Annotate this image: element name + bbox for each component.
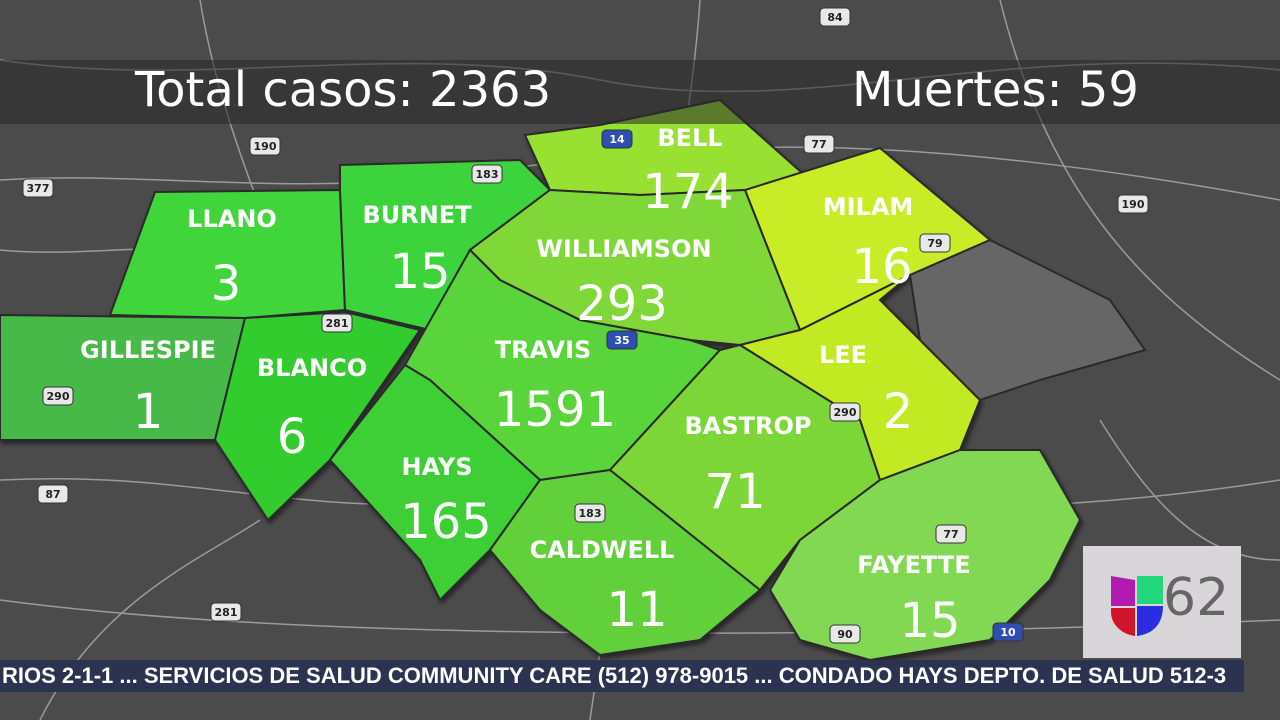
- highway-number: 290: [834, 406, 857, 419]
- highway-shield-icon: [22, 178, 54, 198]
- highway-shield-10: 10: [992, 622, 1024, 642]
- highway-shield-icon: [42, 386, 74, 406]
- highway-shield-icon: [819, 7, 851, 27]
- county-count-lee: 2: [883, 384, 914, 440]
- highway-number: 87: [45, 488, 60, 501]
- highway-shield-77: 77: [803, 134, 835, 154]
- highway-number: 35: [614, 334, 629, 347]
- highway-shield-icon: [249, 136, 281, 156]
- county-count-llano: 3: [211, 256, 242, 312]
- highway-number: 190: [254, 140, 277, 153]
- county-name-caldwell: CALDWELL: [530, 536, 675, 564]
- county-name-travis: TRAVIS: [495, 336, 592, 364]
- county-count-hays: 165: [400, 494, 492, 550]
- highway-number: 290: [47, 390, 70, 403]
- highway-shield-icon: [471, 164, 503, 184]
- highway-number: 183: [476, 168, 499, 181]
- county-caldwell: [488, 468, 762, 657]
- highway-shield-290: 290: [829, 402, 861, 422]
- county-name-hays: HAYS: [401, 453, 472, 481]
- total-cases: Total casos: 2363: [135, 62, 552, 118]
- county-count-travis: 1591: [494, 382, 616, 438]
- highway-shield-14: 14: [601, 129, 633, 149]
- highway-number: 77: [943, 528, 958, 541]
- county-name-blanco: BLANCO: [257, 354, 367, 382]
- county-name-fayette: FAYETTE: [857, 551, 970, 579]
- highway-shield-35: 35: [606, 330, 638, 350]
- highway-number: 190: [1122, 198, 1145, 211]
- highway-shield-icon: [829, 402, 861, 422]
- highway-shield-183: 183: [471, 164, 503, 184]
- highway-number: 79: [927, 237, 942, 250]
- highway-shield-icon: [829, 624, 861, 644]
- county-count-gillespie: 1: [133, 384, 164, 440]
- highway-shield-icon: [919, 233, 951, 253]
- highway-number: 10: [1000, 626, 1016, 639]
- county-count-caldwell: 11: [606, 582, 667, 638]
- univision-logo-icon: [1111, 576, 1163, 636]
- highway-number: 183: [579, 507, 602, 520]
- highway-number: 377: [27, 182, 50, 195]
- highway-shield-87: 87: [37, 484, 69, 504]
- highway-shield-190: 190: [249, 136, 281, 156]
- highway-shield-90: 90: [829, 624, 861, 644]
- highway-shield-icon: [935, 524, 967, 544]
- highway-shield-icon: [992, 622, 1024, 642]
- highway-shield-190: 190: [1117, 194, 1149, 214]
- channel-number: 62: [1163, 568, 1230, 628]
- county-name-williamson: WILLIAMSON: [536, 235, 711, 263]
- highway-shield-icon: [574, 503, 606, 523]
- highway-shield-281: 281: [321, 313, 353, 333]
- highway-shield-icon: [601, 129, 633, 149]
- county-fayette: [768, 449, 1082, 662]
- highway-shield-183: 183: [574, 503, 606, 523]
- highway-shield-84: 84: [819, 7, 851, 27]
- county-name-bastrop: BASTROP: [685, 412, 812, 440]
- news-ticker: RIOS 2-1-1 ... SERVICIOS DE SALUD COMMUN…: [0, 660, 1244, 692]
- highway-shield-icon: [803, 134, 835, 154]
- county-name-lee: LEE: [819, 341, 867, 369]
- highway-number: 90: [837, 628, 853, 641]
- highway-shield-icon: [210, 602, 242, 622]
- county-name-llano: LLANO: [187, 205, 277, 233]
- unselected-county: [908, 238, 1147, 402]
- county-hays: [328, 363, 542, 602]
- county-count-milam: 16: [851, 239, 912, 295]
- totals-bar: Total casos: 2363 Muertes: 59: [0, 60, 1280, 124]
- highway-shield-icon: [37, 484, 69, 504]
- highway-shield-icon: [321, 313, 353, 333]
- highway-number: 77: [811, 138, 826, 151]
- total-deaths: Muertes: 59: [852, 62, 1139, 118]
- highway-number: 281: [326, 317, 349, 330]
- county-name-burnet: BURNET: [362, 201, 472, 229]
- county-count-blanco: 6: [277, 409, 308, 465]
- highway-shield-79: 79: [919, 233, 951, 253]
- highway-number: 281: [215, 606, 238, 619]
- highway-number: 14: [609, 133, 625, 146]
- highway-shield-77: 77: [935, 524, 967, 544]
- highway-number: 84: [827, 11, 843, 24]
- highway-shield-281: 281: [210, 602, 242, 622]
- univision-62-logo: 62: [1083, 546, 1241, 658]
- highway-shield-icon: [1117, 194, 1149, 214]
- county-name-gillespie: GILLESPIE: [80, 336, 216, 364]
- county-name-milam: MILAM: [823, 193, 914, 221]
- county-count-fayette: 15: [899, 593, 960, 649]
- county-count-williamson: 293: [576, 276, 668, 332]
- highway-shield-290: 290: [42, 386, 74, 406]
- highway-shield-377: 377: [22, 178, 54, 198]
- county-count-burnet: 15: [389, 244, 450, 300]
- county-name-bell: BELL: [657, 124, 722, 152]
- county-count-bastrop: 71: [704, 464, 765, 520]
- county-gillespie: [0, 313, 247, 441]
- highway-shield-icon: [606, 330, 638, 350]
- county-count-bell: 174: [642, 164, 734, 220]
